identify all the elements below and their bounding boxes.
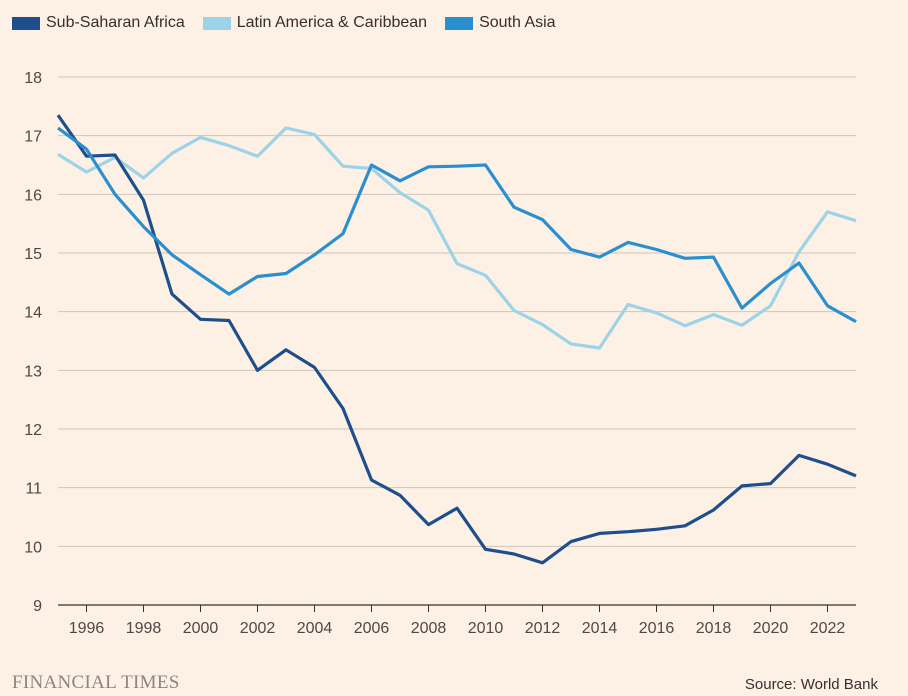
x-tick-label: 1998 (126, 620, 162, 637)
y-tick-label: 13 (24, 363, 42, 380)
series-lines (56, 114, 857, 565)
y-tick-label: 16 (24, 187, 42, 204)
sub-saharan-africa-line (56, 114, 857, 565)
legend: Sub-Saharan Africa Latin America & Caribb… (12, 12, 556, 34)
legend-item: Latin America & Caribbean (202, 14, 428, 32)
x-tick-label: 2016 (639, 620, 675, 637)
y-tick-label: 12 (24, 422, 42, 439)
x-tick-label: 2022 (810, 620, 846, 637)
x-tick-label: 2012 (525, 620, 561, 637)
x-axis: 1996 1998 2000 2002 2004 2006 2008 2010 2012 2014… (58, 604, 856, 637)
legend-label: Latin America & Caribbean (236, 14, 428, 31)
x-tick-label: 2000 (183, 620, 219, 637)
x-tick-label: 2014 (582, 620, 618, 637)
x-tick-label: 1996 (69, 620, 105, 637)
x-tick-label: 2002 (240, 620, 276, 637)
y-tick-label: 11 (25, 481, 42, 498)
legend-label: Sub-Saharan Africa (46, 14, 185, 31)
line-chart: 9 10 11 12 13 14 15 16 17 18 1996 1998 2000 2002 2004… (24, 70, 857, 637)
x-tick-label: 2018 (696, 620, 732, 637)
gridlines (58, 76, 856, 547)
y-tick-label: 9 (33, 598, 42, 615)
legend-swatch (445, 16, 474, 30)
x-tick-label: 2006 (354, 620, 390, 637)
legend-item: Sub-Saharan Africa (12, 14, 185, 32)
y-tick-label: 14 (24, 305, 42, 322)
x-tick-label: 2010 (468, 620, 504, 637)
legend-label: South Asia (479, 14, 556, 31)
x-tick-label: 2008 (411, 620, 447, 637)
x-tick-label: 2004 (297, 620, 333, 637)
y-axis-ticks: 9 10 11 12 13 14 15 16 17 18 (24, 70, 42, 615)
legend-swatch (12, 16, 40, 30)
y-tick-label: 10 (24, 539, 42, 556)
latin-america-caribbean-line (57, 126, 857, 350)
x-tick-label: 2020 (753, 620, 789, 637)
ft-brand-logo: FINANCIAL TIMES (12, 672, 180, 693)
south-asia-line (57, 126, 857, 323)
y-tick-label: 17 (24, 129, 42, 146)
y-tick-label: 15 (24, 246, 42, 263)
legend-item: South Asia (445, 14, 556, 32)
source-note: Source: World Bank (744, 676, 878, 693)
legend-swatch (202, 16, 231, 30)
y-tick-label: 18 (24, 70, 42, 87)
